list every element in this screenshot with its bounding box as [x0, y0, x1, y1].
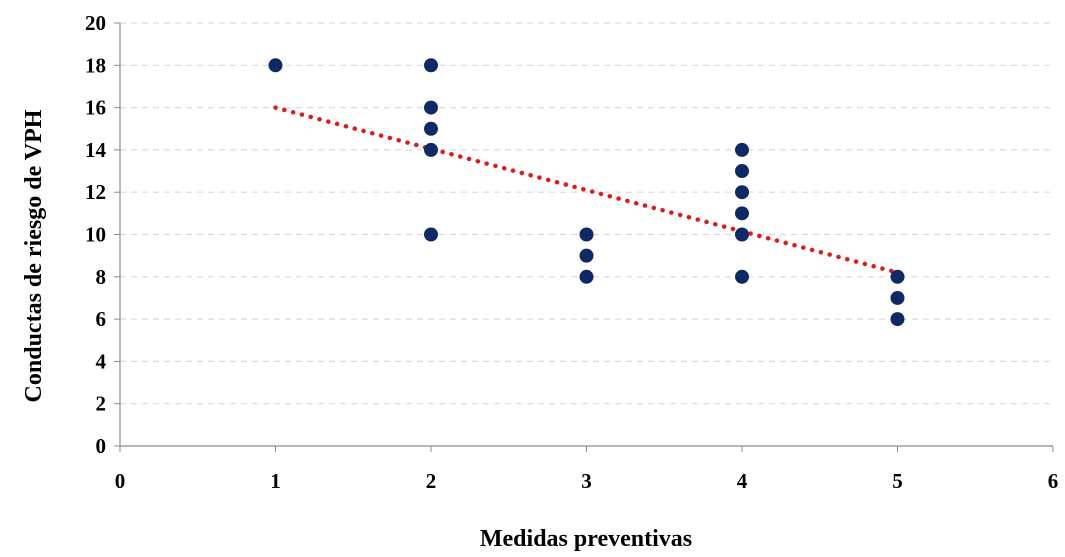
y-tick-label-4: 4	[96, 349, 107, 373]
trendline-line	[273, 105, 900, 275]
x-tick-label-3: 3	[581, 469, 592, 493]
data-point	[424, 121, 438, 136]
y-tick-label-16: 16	[85, 96, 106, 120]
x-tick-label-5: 5	[892, 469, 903, 493]
axes	[114, 22, 1054, 452]
x-tick-label-4: 4	[737, 469, 748, 493]
data-point	[735, 269, 749, 284]
data-point	[579, 269, 594, 284]
data-point	[890, 269, 905, 284]
x-tick-labels: 0 1 2 3 4 5 6	[115, 469, 1059, 493]
x-tick-label-2: 2	[426, 469, 437, 493]
x-tick-label-1: 1	[270, 469, 281, 493]
y-tick-label-20: 20	[85, 11, 106, 35]
y-tick-label-0: 0	[96, 434, 107, 458]
data-point	[424, 227, 438, 242]
y-tick-label-18: 18	[85, 53, 106, 77]
y-tick-label-2: 2	[96, 392, 107, 416]
gridlines	[120, 22, 1053, 405]
y-tick-label-6: 6	[96, 307, 107, 331]
x-axis-title: Medidas preventivas	[480, 526, 692, 552]
y-tick-label-12: 12	[85, 180, 106, 204]
data-point	[579, 248, 594, 263]
data-point	[735, 206, 749, 221]
x-tick-label-0: 0	[115, 469, 126, 493]
data-point	[735, 185, 749, 200]
y-tick-labels: 0 2 4 6 8 10 12 14 16 18 20	[85, 11, 107, 458]
data-point	[735, 164, 749, 179]
data-point	[735, 227, 749, 242]
data-point	[424, 100, 438, 115]
data-points	[268, 58, 905, 327]
y-tick-label-10: 10	[85, 223, 106, 247]
data-point	[890, 312, 905, 327]
data-point	[735, 142, 749, 157]
data-point	[890, 290, 905, 305]
data-point	[579, 227, 594, 242]
data-point	[424, 142, 438, 157]
y-axis-title: Conductas de riesgo de VPH	[21, 109, 47, 402]
trendline	[273, 105, 900, 275]
y-tick-label-8: 8	[96, 265, 107, 289]
y-tick-label-14: 14	[85, 138, 107, 162]
x-tick-label-6: 6	[1048, 469, 1059, 493]
data-point	[268, 58, 283, 73]
data-point	[424, 58, 438, 73]
